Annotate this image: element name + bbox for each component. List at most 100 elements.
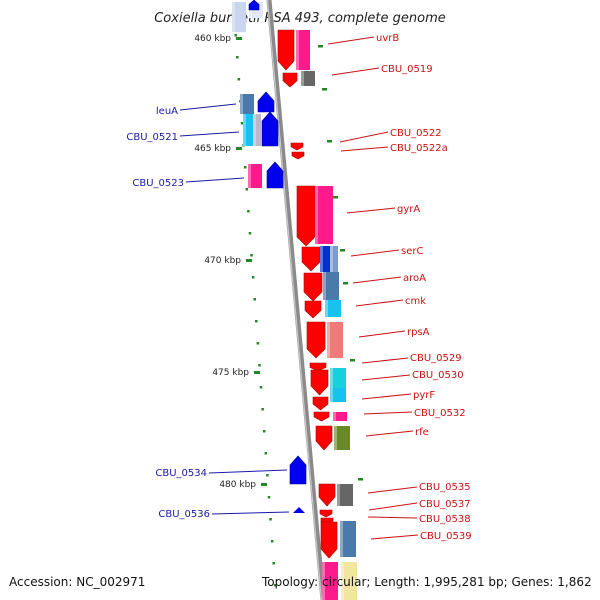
gene-label-uvrB[interactable]: uvrB bbox=[376, 33, 399, 44]
label-leader-forward bbox=[179, 131, 240, 137]
gene-CBU_0539[interactable] bbox=[320, 521, 338, 559]
label-leader-reverse bbox=[352, 276, 402, 284]
cds-CBU_0532[interactable] bbox=[333, 412, 347, 421]
cds-CBU_0523[interactable] bbox=[248, 164, 262, 188]
cds-cmk[interactable] bbox=[325, 300, 341, 317]
cds-bottom-2[interactable] bbox=[341, 562, 357, 600]
scale-dot bbox=[340, 249, 345, 252]
gene-label-CBU_0539[interactable]: CBU_0539 bbox=[420, 531, 472, 542]
cds-rfe[interactable] bbox=[334, 426, 350, 450]
cds-top-1[interactable] bbox=[232, 2, 246, 32]
label-leader-reverse bbox=[358, 330, 406, 338]
gene-serC[interactable] bbox=[301, 246, 321, 272]
gene-label-CBU_0532[interactable]: CBU_0532 bbox=[414, 408, 466, 419]
gene-label-CBU_0522a[interactable]: CBU_0522a bbox=[390, 143, 448, 154]
gene-label-CBU_0536[interactable]: CBU_0536 bbox=[158, 509, 210, 520]
gene-label-CBU_0529[interactable]: CBU_0529 bbox=[410, 353, 462, 364]
gene-CBU_0522[interactable] bbox=[290, 142, 304, 151]
cds-serC[interactable] bbox=[320, 246, 330, 272]
gene-label-serC[interactable]: serC bbox=[401, 246, 423, 257]
gene-label-CBU_0521[interactable]: CBU_0521 bbox=[126, 132, 178, 143]
gene-aroA[interactable] bbox=[303, 272, 323, 302]
gene-CBU_0521[interactable] bbox=[261, 111, 279, 147]
gene-label-CBU_0519[interactable]: CBU_0519 bbox=[381, 64, 433, 75]
cds-cmk-shine bbox=[325, 300, 328, 317]
cds-CBU_0535[interactable] bbox=[337, 484, 353, 506]
scale-dot bbox=[318, 45, 323, 48]
cds-CBU_0521[interactable] bbox=[243, 114, 253, 146]
gene-CBU_0523[interactable] bbox=[266, 161, 284, 189]
gene-label-gyrA[interactable]: gyrA bbox=[397, 204, 420, 215]
cds-leuA[interactable] bbox=[240, 94, 254, 114]
gene-uvrB[interactable] bbox=[277, 29, 295, 71]
gene-CBU_0537[interactable] bbox=[319, 509, 333, 518]
gene-rpsA[interactable] bbox=[306, 321, 326, 359]
cds-uvrB[interactable] bbox=[296, 30, 310, 70]
gene-label-CBU_0534[interactable]: CBU_0534 bbox=[155, 468, 207, 479]
cds-CBU_0523-shine bbox=[248, 164, 251, 188]
cds-top-1-shine bbox=[232, 2, 235, 32]
scale-major-tick bbox=[246, 259, 252, 262]
cds-CBU_0521-b[interactable] bbox=[253, 114, 261, 146]
cds-aroA-shine bbox=[323, 272, 326, 300]
gene-label-aroA[interactable]: aroA bbox=[403, 273, 426, 284]
label-leader-reverse bbox=[368, 502, 418, 511]
gene-CBU_0530[interactable] bbox=[310, 369, 329, 396]
gene-label-cmk[interactable]: cmk bbox=[405, 296, 426, 307]
gene-CBU_0532[interactable] bbox=[313, 411, 330, 422]
label-leader-reverse bbox=[327, 36, 375, 45]
cds-uvrB-shine bbox=[296, 30, 299, 70]
scale-dot bbox=[261, 408, 264, 411]
gene-CBU_0522a[interactable] bbox=[291, 151, 305, 160]
gene-label-leuA[interactable]: leuA bbox=[156, 106, 178, 117]
label-leader-forward bbox=[208, 469, 288, 474]
gene-label-CBU_0538[interactable]: CBU_0538 bbox=[419, 514, 471, 525]
gene-CBU_0535[interactable] bbox=[318, 483, 336, 507]
label-leader-reverse bbox=[340, 146, 389, 152]
gene-leuA[interactable] bbox=[257, 91, 275, 113]
cds-bottom-1[interactable] bbox=[322, 562, 338, 600]
topology-label: Topology: circular; Length: 1,995,281 bp… bbox=[261, 575, 592, 589]
scale-dot bbox=[322, 88, 327, 91]
gene-label-CBU_0537[interactable]: CBU_0537 bbox=[419, 499, 471, 510]
cds-serC-b[interactable] bbox=[330, 246, 338, 272]
label-leader-reverse bbox=[331, 67, 380, 76]
scale-dot bbox=[350, 359, 355, 362]
gene-pyrF[interactable] bbox=[312, 396, 329, 411]
gene-rfe[interactable] bbox=[315, 425, 333, 451]
gene-gyrA[interactable] bbox=[296, 185, 316, 247]
label-leader-reverse bbox=[361, 357, 409, 364]
label-leader-reverse bbox=[370, 534, 419, 540]
cds-aroA[interactable] bbox=[323, 272, 339, 300]
gene-label-CBU_0530[interactable]: CBU_0530 bbox=[412, 370, 464, 381]
cds-CBU_0539[interactable] bbox=[340, 521, 356, 557]
gene-cmk[interactable] bbox=[304, 300, 322, 319]
gene-CBU_0529[interactable] bbox=[309, 362, 327, 372]
accession-label: Accession: NC_002971 bbox=[9, 575, 145, 589]
cds-leuA-shine bbox=[240, 94, 243, 114]
scale-dot bbox=[269, 518, 272, 521]
gene-label-CBU_0522[interactable]: CBU_0522 bbox=[390, 128, 442, 139]
scale-dot bbox=[259, 386, 263, 389]
cds-gyrA[interactable] bbox=[315, 186, 333, 244]
scale-dot bbox=[245, 188, 249, 191]
label-leader-reverse bbox=[365, 430, 414, 437]
gene-label-CBU_0535[interactable]: CBU_0535 bbox=[419, 482, 471, 493]
gene-CBU_0536[interactable] bbox=[293, 507, 305, 513]
gene-CBU_0519[interactable] bbox=[282, 72, 298, 88]
gene-CBU_0534[interactable] bbox=[289, 455, 307, 485]
gene-top-forward[interactable] bbox=[248, 0, 260, 11]
scale-dot bbox=[358, 478, 363, 481]
gene-label-rpsA[interactable]: rpsA bbox=[407, 327, 430, 338]
gene-label-CBU_0523[interactable]: CBU_0523 bbox=[132, 178, 184, 189]
cds-CBU_0530[interactable] bbox=[330, 368, 346, 388]
scale-dot bbox=[266, 474, 269, 477]
label-leader-reverse bbox=[367, 486, 418, 494]
cds-CBU_0519[interactable] bbox=[301, 71, 315, 86]
cds-pyrF[interactable] bbox=[330, 388, 346, 402]
cds-rpsA[interactable] bbox=[327, 322, 343, 358]
gene-label-rfe[interactable]: rfe bbox=[415, 427, 429, 438]
scale-track: 460 kbp 465 kbp 470 kbp 475 kbp 480 kbp bbox=[194, 12, 363, 587]
forward-gene-labels: leuA CBU_0521 CBU_0523 CBU_0534 CBU_0536 bbox=[126, 106, 210, 520]
gene-label-pyrF[interactable]: pyrF bbox=[413, 390, 435, 401]
